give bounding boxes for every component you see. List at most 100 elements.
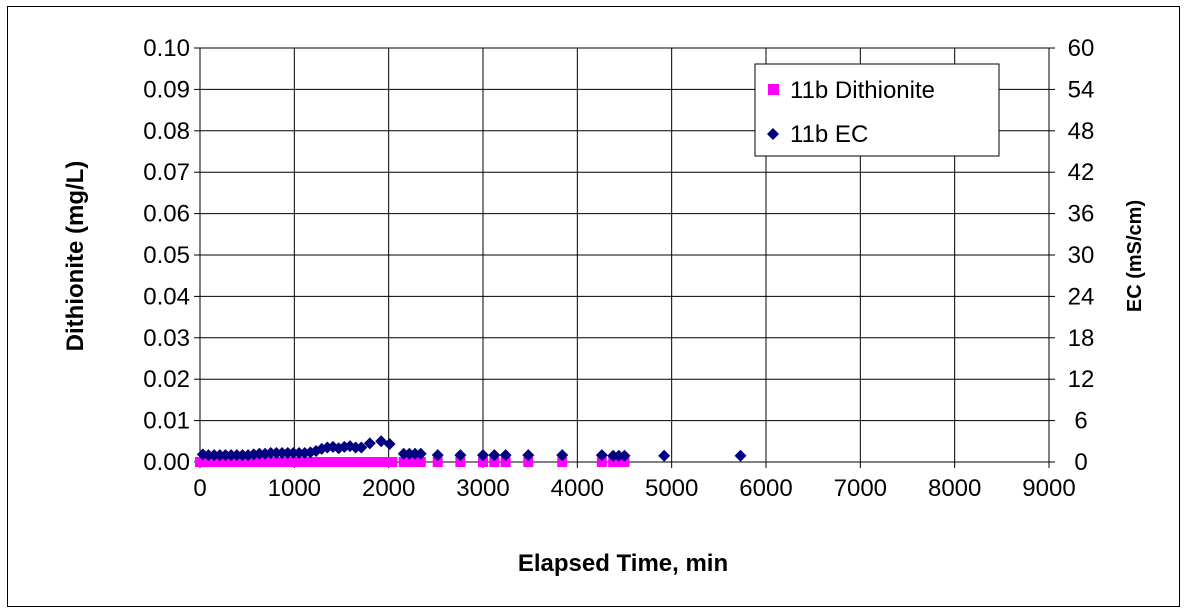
dithionite-point xyxy=(200,457,211,467)
x-axis-title: Elapsed Time, min xyxy=(518,550,728,577)
x-tick-label: 6000 xyxy=(739,475,792,502)
dithionite-point xyxy=(619,457,630,467)
dithionite-point xyxy=(596,457,607,467)
dithionite-point xyxy=(285,457,296,467)
y-axis-title: Dithionite (mg/L) xyxy=(62,161,89,352)
y2-axis-title: EC (mS/cm) xyxy=(1124,200,1146,312)
legend-label-dithionite: 11b Dithionite xyxy=(790,77,935,104)
dithionite-point xyxy=(336,457,347,467)
legend: 11b Dithionite 11b EC xyxy=(754,63,1000,157)
x-tick-label: 9000 xyxy=(1022,475,1075,502)
dithionite-point xyxy=(455,457,466,467)
ec-point xyxy=(431,449,444,462)
dithionite-point xyxy=(370,457,381,467)
dithionite-point xyxy=(557,457,568,467)
y-tick-label: 0.01 xyxy=(143,408,190,435)
ec-point xyxy=(499,449,512,462)
y2-tick-label: 18 xyxy=(1068,325,1095,352)
x-tick-label: 3000 xyxy=(456,475,509,502)
ec-point xyxy=(522,449,535,462)
y2-axis-ticks: 0 6 12 18 24 30 36 42 48 54 60 xyxy=(1049,35,1094,476)
dithionite-point xyxy=(296,457,307,467)
dithionite-point xyxy=(325,457,336,467)
y-tick-label: 0.09 xyxy=(143,76,190,103)
dithionite-point xyxy=(206,457,217,467)
dithionite-point xyxy=(359,457,370,467)
dithionite-point xyxy=(251,457,262,467)
dithionite-point xyxy=(404,457,415,467)
dithionite-point xyxy=(347,457,358,467)
y2-tick-label: 48 xyxy=(1068,118,1095,145)
y-tick-label: 0.04 xyxy=(143,283,190,310)
dithionite-point xyxy=(291,457,302,467)
dithionite-point xyxy=(353,457,364,467)
x-axis-ticks: 0 1000 2000 3000 4000 5000 6000 7000 8000 9000 xyxy=(193,462,1076,502)
y-tick-label: 0.10 xyxy=(143,35,190,62)
dithionite-point xyxy=(279,457,290,467)
dithionite-point xyxy=(308,457,319,467)
dithionite-point xyxy=(330,457,341,467)
ec-point xyxy=(618,449,631,462)
dithionite-point xyxy=(195,457,205,467)
y-tick-label: 0.08 xyxy=(143,118,190,145)
dithionite-point xyxy=(228,457,239,467)
ec-point xyxy=(355,441,368,454)
dithionite-point xyxy=(398,457,409,467)
ec-point xyxy=(454,449,467,462)
y2-tick-label: 54 xyxy=(1068,76,1095,103)
y2-tick-label: 36 xyxy=(1068,201,1095,228)
y2-tick-label: 30 xyxy=(1068,242,1095,269)
x-tick-label: 8000 xyxy=(928,475,981,502)
legend-box xyxy=(754,63,1000,157)
dithionite-point xyxy=(376,457,387,467)
ec-point xyxy=(363,437,376,450)
legend-marker-dithionite xyxy=(768,84,779,95)
legend-marker-ec xyxy=(767,128,779,140)
ec-point xyxy=(488,449,501,462)
grid-lines xyxy=(200,48,1049,462)
dithionite-point xyxy=(274,457,285,467)
dithionite-point xyxy=(257,457,268,467)
dithionite-point xyxy=(268,457,279,467)
x-tick-label: 4000 xyxy=(551,475,604,502)
y-axis-ticks: 0.00 0.01 0.02 0.03 0.04 0.05 0.06 0.07 0.08 0.09… xyxy=(143,35,200,476)
dithionite-point xyxy=(313,457,324,467)
y-tick-label: 0.03 xyxy=(143,325,190,352)
dithionite-point xyxy=(223,457,234,467)
dithionite-point xyxy=(415,457,426,467)
x-tick-label: 1000 xyxy=(268,475,321,502)
ec-point xyxy=(734,449,747,462)
y-tick-label: 0.00 xyxy=(143,449,190,476)
dithionite-point xyxy=(240,457,251,467)
dithionite-point xyxy=(387,457,398,467)
dithionite-point xyxy=(245,457,256,467)
y2-tick-label: 42 xyxy=(1068,159,1095,186)
y-tick-label: 0.05 xyxy=(143,242,190,269)
dithionite-point xyxy=(262,457,273,467)
x-tick-label: 5000 xyxy=(645,475,698,502)
y-tick-label: 0.07 xyxy=(143,159,190,186)
dithionite-point xyxy=(410,457,421,467)
y2-tick-label: 6 xyxy=(1074,408,1087,435)
y2-tick-label: 24 xyxy=(1068,283,1095,310)
y-tick-label: 0.06 xyxy=(143,201,190,228)
ec-point xyxy=(383,438,396,451)
ec-point xyxy=(556,449,569,462)
dithionite-point xyxy=(489,457,500,467)
dithionite-point xyxy=(523,457,534,467)
dithionite-point xyxy=(342,457,353,467)
dithionite-point xyxy=(478,457,488,467)
y2-tick-label: 60 xyxy=(1068,35,1095,62)
dithionite-point xyxy=(364,457,375,467)
x-tick-label: 0 xyxy=(193,475,206,502)
ec-point xyxy=(595,449,608,462)
x-tick-label: 7000 xyxy=(834,475,887,502)
y2-tick-label: 0 xyxy=(1074,449,1087,476)
dithionite-point xyxy=(217,457,228,467)
ec-point xyxy=(658,449,671,462)
dithionite-point xyxy=(608,457,619,467)
dithionite-point xyxy=(381,457,392,467)
dithionite-point xyxy=(302,457,313,467)
legend-label-ec: 11b EC xyxy=(790,121,868,148)
